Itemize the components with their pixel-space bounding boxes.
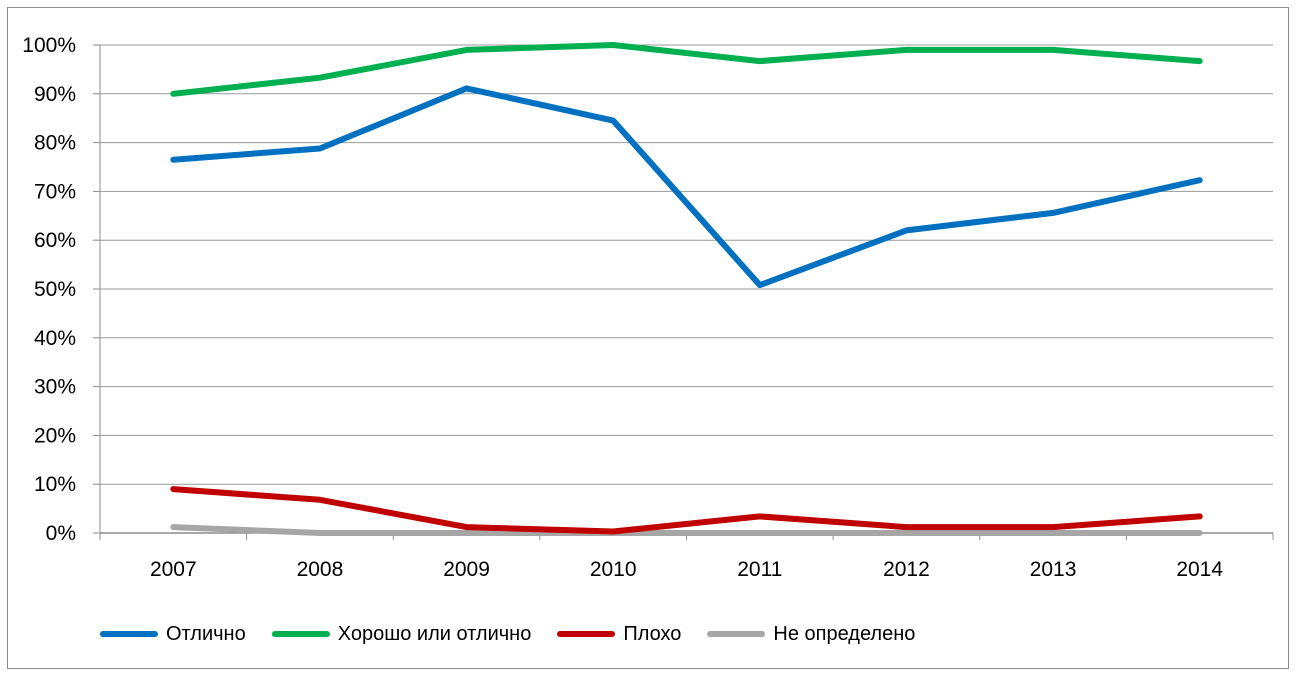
series-line-excellent [170, 85, 1203, 289]
legend-label-bad: Плохо [623, 622, 682, 645]
x-tick-label: 2007 [150, 558, 197, 581]
legend-swatch-undetermined [707, 631, 766, 637]
legend-swatch-bad [557, 631, 616, 637]
y-tick-label: 100% [22, 34, 76, 57]
y-tick-label: 30% [34, 376, 76, 399]
series-line-bad [170, 486, 1203, 535]
legend-item-bad: Плохо [557, 623, 681, 646]
y-tick-label: 40% [34, 327, 76, 350]
legend-item-undetermined: Не определено [707, 623, 915, 646]
y-tick-label: 10% [34, 473, 76, 496]
y-tick-label: 90% [34, 83, 76, 106]
series-line-undetermined [170, 524, 1203, 536]
legend-label-excellent: Отлично [166, 622, 246, 645]
x-tick-label: 2014 [1176, 558, 1223, 581]
y-tick-label: 60% [34, 229, 76, 252]
y-tick-label: 0% [46, 522, 76, 545]
legend-item-excellent: Отлично [100, 623, 246, 646]
legend-item-good-or-excellent: Хорошо или отлично [271, 622, 532, 646]
x-tick-label: 2011 [737, 558, 782, 581]
y-axis-tick-labels: 0% 10% 20% 30% 40% 50% 60% 70% 80% 90% 100% [22, 34, 76, 545]
axes [93, 44, 1274, 540]
x-axis-tick-labels: 2007 2008 2009 2010 2011 2012 2013 2014 [150, 558, 1223, 581]
series-line-good-or-excellent [170, 42, 1203, 97]
legend: Отлично Хорошо или отлично Плохо Не опре… [100, 619, 941, 649]
x-tick-label: 2009 [443, 558, 490, 581]
legend-swatch-excellent [100, 631, 158, 637]
y-tick-label: 20% [34, 424, 76, 447]
y-tick-label: 80% [34, 132, 76, 155]
series-lines [170, 42, 1203, 536]
legend-swatch-good-or-excellent [271, 631, 330, 637]
y-tick-label: 50% [34, 278, 76, 301]
x-tick-label: 2010 [590, 558, 637, 581]
y-tick-label: 70% [34, 180, 76, 203]
legend-label-undetermined: Не определено [773, 622, 916, 645]
legend-label-good-or-excellent: Хорошо или отлично [337, 622, 532, 645]
gridlines [100, 44, 1273, 485]
x-tick-label: 2012 [883, 558, 930, 581]
x-tick-label: 2008 [297, 558, 344, 581]
x-tick-label: 2013 [1030, 558, 1077, 581]
